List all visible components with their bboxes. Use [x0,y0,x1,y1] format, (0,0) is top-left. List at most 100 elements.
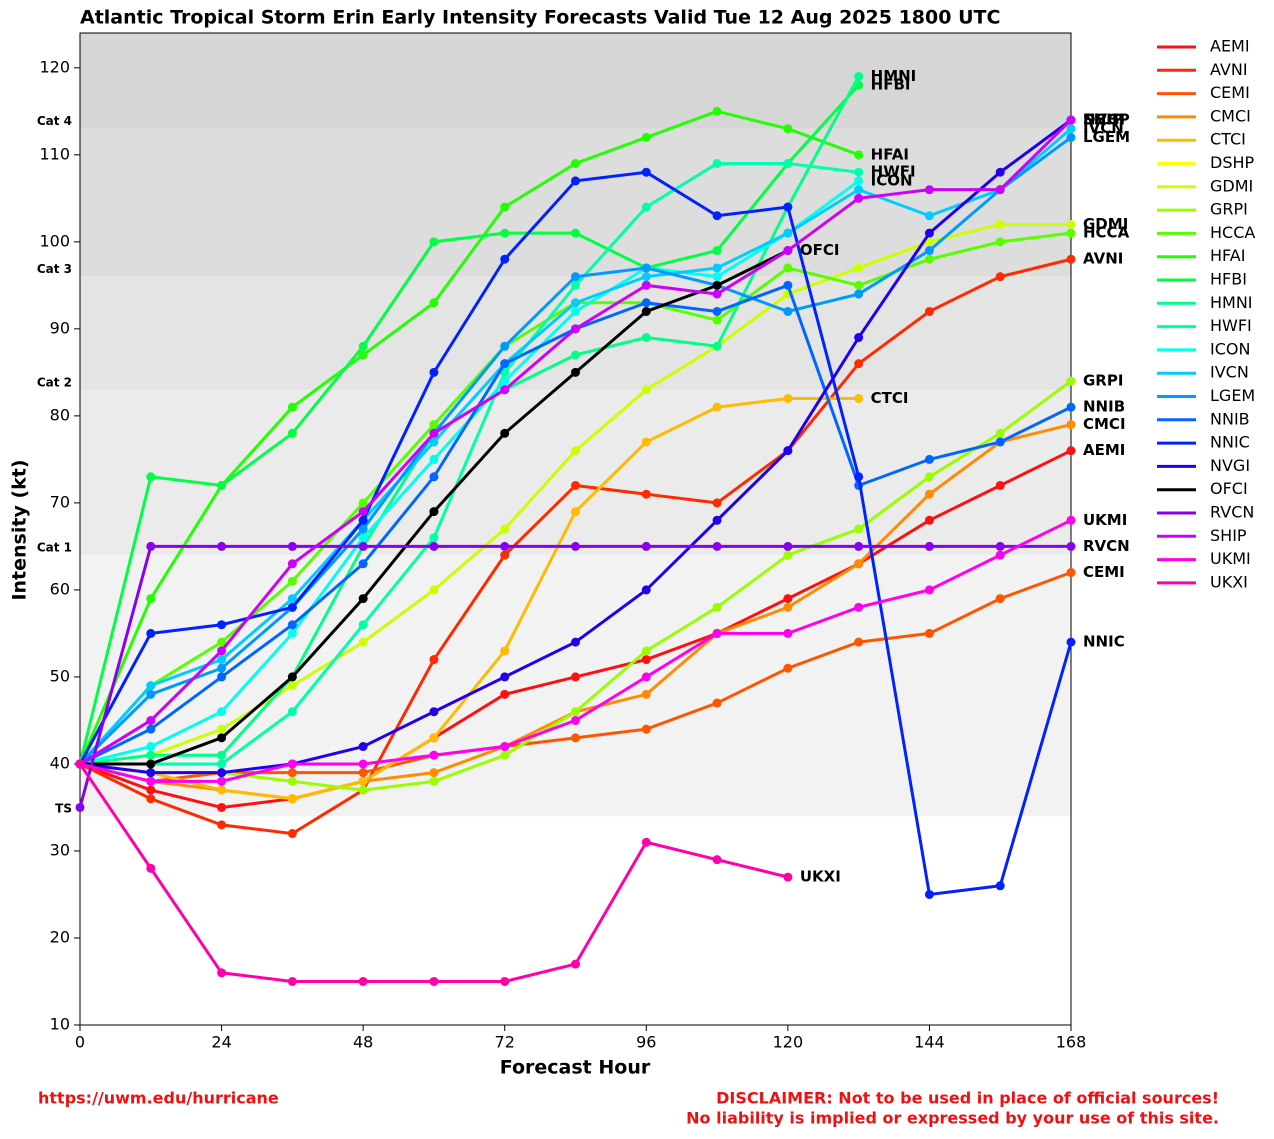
data-point [217,785,227,795]
x-tick-label: 48 [353,1033,373,1052]
data-point [995,219,1005,229]
data-point [641,280,651,290]
y-tick-label: 120 [39,57,70,76]
y-tick-label: 40 [50,753,70,772]
y-tick-label: 30 [50,840,70,859]
x-axis-label: Forecast Hour [500,1057,651,1079]
data-point [641,541,651,551]
data-point [146,689,156,699]
y-tick-label: 50 [50,666,70,685]
data-point [217,655,227,665]
data-point [217,820,227,830]
data-point [217,724,227,734]
data-point [641,655,651,665]
end-label: OFCI [800,241,840,259]
data-point [429,420,439,430]
y-tick-label: 60 [50,579,70,598]
data-point [783,602,793,612]
data-point [146,776,156,786]
end-label: HFAI [871,145,909,163]
data-point [854,280,864,290]
data-point [287,428,297,438]
end-label: IVCN [1083,119,1124,137]
end-label: HWFI [871,163,916,181]
data-point [995,167,1005,177]
data-point [571,350,580,360]
data-point [358,637,368,647]
data-point [500,428,510,438]
data-point [924,454,934,464]
x-tick-label: 24 [211,1033,231,1052]
data-point [146,768,156,778]
data-point [287,976,297,986]
data-point [287,759,297,769]
data-point [1066,446,1076,456]
data-point [146,715,156,725]
data-point [429,298,439,308]
data-point [287,672,297,682]
series-line [80,162,859,766]
data-point [571,715,580,725]
data-point [358,768,368,778]
data-point [571,480,580,490]
data-point [1066,376,1076,386]
data-point [358,524,368,534]
x-tick-label: 0 [75,1033,85,1052]
legend-label: OFCI [1210,479,1248,498]
data-point [712,628,722,638]
data-point [712,541,722,551]
data-point [287,559,297,569]
data-point [712,498,722,508]
data-point [358,533,368,543]
data-point [783,228,793,238]
data-point [924,246,934,256]
end-label: UKXI [800,868,841,886]
intensity-band [80,555,1071,817]
x-tick-label: 72 [495,1033,515,1052]
data-point [641,689,651,699]
data-point [995,480,1005,490]
data-point [854,472,864,482]
data-point [146,794,156,804]
legend-label: GRPI [1210,200,1248,219]
data-point [358,620,368,630]
data-point [854,167,864,177]
data-point [429,507,439,517]
legend-label: CTCI [1210,130,1246,149]
data-point [641,437,651,447]
data-point [146,724,156,734]
data-point [287,776,297,786]
data-point [429,541,439,551]
x-tick-label: 96 [636,1033,656,1052]
data-point [217,968,227,978]
data-point [287,707,297,717]
data-point [217,768,227,778]
data-point [287,576,297,586]
data-point [712,246,722,256]
data-point [358,507,368,517]
data-point [146,742,156,752]
data-point [924,472,934,482]
band-label: TS [55,802,72,816]
data-point [429,976,439,986]
data-point [783,393,793,403]
data-point [429,533,439,543]
data-point [429,437,439,447]
data-point [995,272,1005,282]
end-label: ICON [871,171,913,189]
data-point [500,742,510,752]
data-point [1066,254,1076,264]
data-point [641,263,651,273]
data-point [571,367,580,377]
data-point [641,837,651,847]
data-point [924,228,934,238]
end-label: LGEM [1083,128,1130,146]
data-point [1066,402,1076,412]
data-point [854,524,864,534]
data-point [712,289,722,299]
chart-title: Atlantic Tropical Storm Erin Early Inten… [80,7,1000,29]
data-point [287,794,297,804]
data-point [1066,132,1076,142]
end-label: GDMI [1083,215,1128,233]
